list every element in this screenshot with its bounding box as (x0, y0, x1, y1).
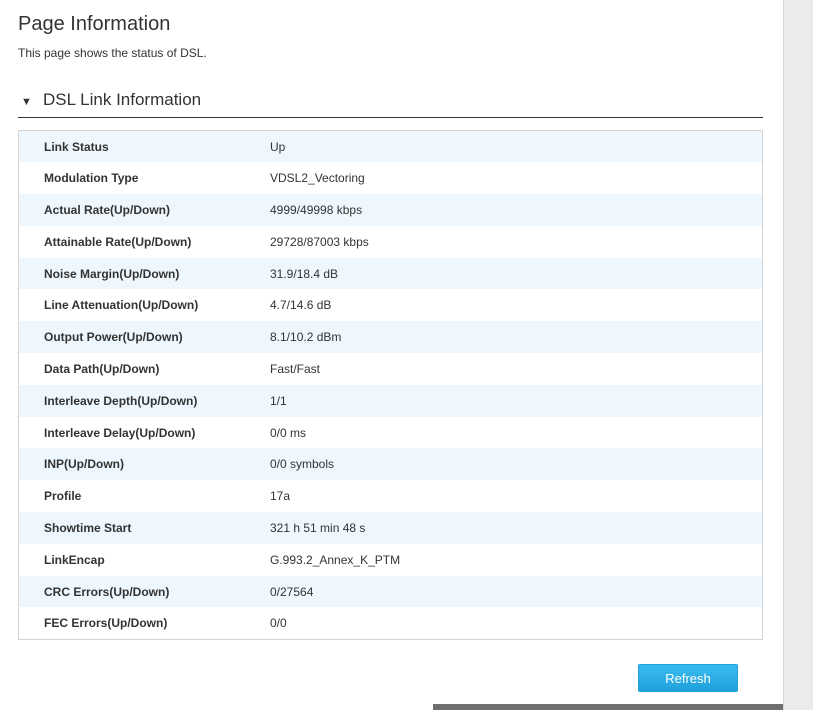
row-label: Output Power(Up/Down) (44, 330, 183, 345)
table-row: Interleave Depth(Up/Down) 1/1 (18, 384, 763, 417)
table-row: Line Attenuation(Up/Down) 4.7/14.6 dB (18, 289, 763, 322)
row-label: CRC Errors(Up/Down) (44, 584, 170, 599)
row-value: 8.1/10.2 dBm (270, 330, 342, 345)
row-value: VDSL2_Vectoring (270, 171, 365, 186)
dsl-info-table: Link Status Up Modulation Type VDSL2_Vecto… (18, 130, 763, 640)
row-label: Link Status (44, 139, 109, 154)
row-value: 29728/87003 kbps (270, 234, 369, 249)
row-value: 0/0 (270, 616, 287, 631)
row-label: Showtime Start (44, 520, 132, 535)
row-value: 31.9/18.4 dB (270, 266, 339, 281)
row-value: Fast/Fast (270, 361, 321, 376)
table-row: Attainable Rate(Up/Down) 29728/87003 kbps (18, 225, 763, 258)
row-label: LinkEncap (44, 552, 105, 567)
table-row: Link Status Up (18, 130, 763, 163)
row-label: Noise Margin(Up/Down) (44, 266, 180, 281)
page-title: Page Information (18, 13, 171, 35)
table-row: Modulation Type VDSL2_Vectoring (18, 162, 763, 195)
section-title: DSL Link Information (43, 90, 202, 109)
table-row: Profile 17a (18, 480, 763, 513)
table-row: Interleave Delay(Up/Down) 0/0 ms (18, 416, 763, 449)
table-row: Data Path(Up/Down) Fast/Fast (18, 353, 763, 385)
row-label: Actual Rate(Up/Down) (44, 202, 170, 217)
row-label: Attainable Rate(Up/Down) (44, 234, 192, 249)
row-label: INP(Up/Down) (44, 457, 124, 472)
row-label: Modulation Type (44, 171, 139, 186)
row-label: Interleave Depth(Up/Down) (44, 393, 198, 408)
table-row: Output Power(Up/Down) 8.1/10.2 dBm (18, 321, 763, 354)
row-value: 4999/49998 kbps (270, 202, 363, 217)
triangle-down-icon[interactable]: ▼ (21, 96, 32, 108)
table-row: FEC Errors(Up/Down) 0/0 (18, 607, 763, 640)
page-description: This page shows the status of DSL. (18, 46, 207, 60)
table-row: LinkEncap G.993.2_Annex_K_PTM (18, 543, 763, 576)
table-row: Noise Margin(Up/Down) 31.9/18.4 dB (18, 257, 763, 290)
row-label: Line Attenuation(Up/Down) (44, 298, 199, 313)
row-label: Interleave Delay(Up/Down) (44, 425, 196, 440)
row-label: Data Path(Up/Down) (44, 361, 160, 376)
row-value: 17a (270, 489, 291, 504)
table-row: Actual Rate(Up/Down) 4999/49998 kbps (18, 194, 763, 226)
horizontal-scrollbar[interactable] (433, 704, 783, 710)
row-value: 0/0 symbols (270, 457, 335, 472)
table-row: INP(Up/Down) 0/0 symbols (18, 448, 763, 481)
row-value: G.993.2_Annex_K_PTM (270, 552, 401, 567)
row-label: Profile (44, 489, 82, 504)
row-label: FEC Errors(Up/Down) (44, 616, 168, 631)
dsl-link-section-header[interactable]: ▼ DSL Link Information (18, 89, 763, 118)
row-value: 321 h 51 min 48 s (270, 520, 366, 535)
row-value: 0/27564 (270, 584, 314, 599)
row-value: 0/0 ms (270, 425, 307, 440)
row-value: 1/1 (270, 393, 287, 408)
table-row: CRC Errors(Up/Down) 0/27564 (18, 575, 763, 608)
table-row: Showtime Start 321 h 51 min 48 s (18, 512, 763, 544)
row-value: 4.7/14.6 dB (270, 298, 332, 313)
refresh-button[interactable]: Refresh (638, 664, 738, 692)
right-scroll-gutter (783, 0, 813, 710)
row-value: Up (270, 139, 286, 154)
